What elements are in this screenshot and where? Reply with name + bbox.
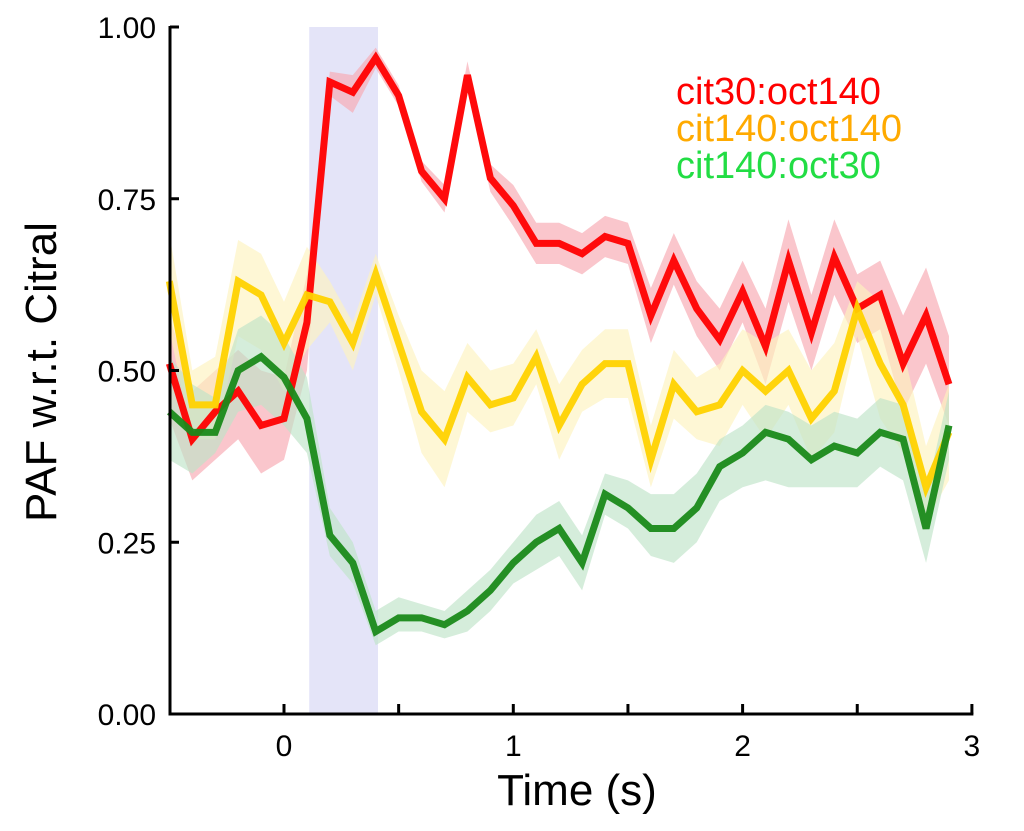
- y-tick-label: 0.00: [98, 699, 156, 732]
- y-tick-label: 0.25: [98, 527, 156, 560]
- error-band-cit140-oct30: [169, 315, 949, 646]
- x-tick-label: 2: [734, 730, 751, 763]
- legend-entry-cit30-oct140: cit30:oct140: [676, 71, 881, 113]
- x-tick-label: 1: [505, 730, 522, 763]
- tick-labels: 0.00 0.25 0.50 0.75 1.00 0 1 2 3: [98, 12, 981, 763]
- x-axis-title: Time (s): [497, 766, 657, 815]
- y-tick-label: 0.50: [98, 356, 156, 389]
- legend-entry-cit140-oct140: cit140:oct140: [676, 108, 902, 150]
- series-lines-layer: [165, 51, 953, 637]
- legend-entry-cit140-oct30: cit140:oct30: [676, 145, 881, 187]
- y-tick-label: 1.00: [98, 12, 156, 45]
- x-tick-label: 3: [964, 730, 981, 763]
- y-tick-label: 0.75: [98, 184, 156, 217]
- error-band-cit30-oct140: [169, 47, 949, 481]
- x-tick-label: 0: [276, 730, 293, 763]
- axes: [168, 25, 974, 716]
- y-axis-title: PAF w.r.t. Citral: [17, 222, 66, 522]
